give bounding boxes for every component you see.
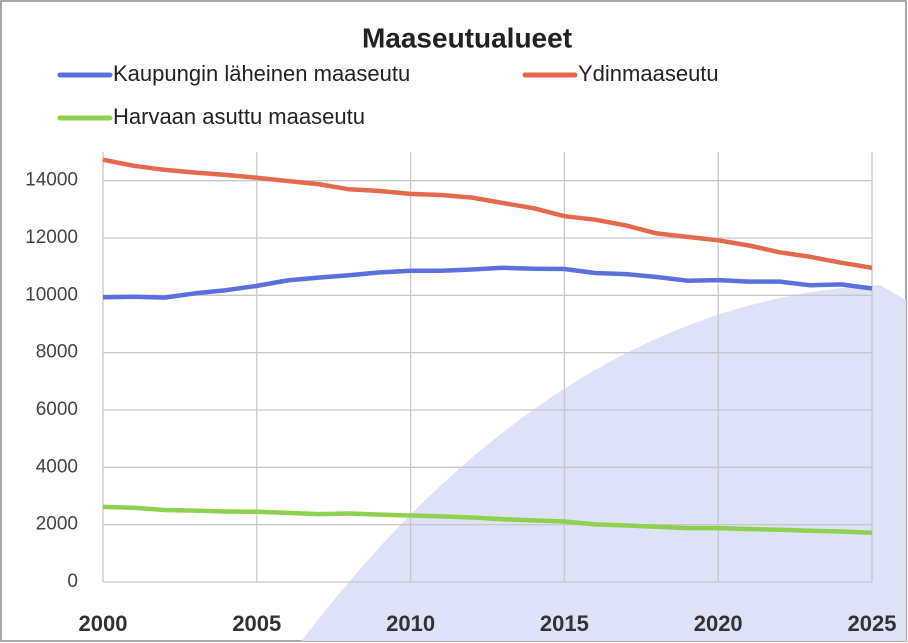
x-tick-label: 2025 (848, 611, 897, 636)
y-tick-label: 10000 (25, 284, 78, 305)
background-shape (300, 285, 906, 643)
x-tick-label: 2010 (386, 611, 435, 636)
legend-label: Harvaan asuttu maaseutu (113, 104, 365, 129)
x-tick-label: 2005 (232, 611, 281, 636)
series-line (102, 504, 873, 535)
series-line (102, 157, 873, 271)
y-tick-label: 6000 (36, 399, 78, 420)
x-tick-label: 2015 (540, 611, 589, 636)
y-tick-label: 8000 (36, 342, 78, 363)
grid (102, 152, 873, 583)
y-tick-label: 12000 (25, 227, 78, 248)
legend-label: Kaupungin läheinen maaseutu (113, 61, 410, 86)
x-tick-label: 2000 (79, 611, 128, 636)
series-line (102, 265, 873, 300)
y-tick-label: 4000 (36, 456, 78, 477)
x-tick-label: 2020 (694, 611, 743, 636)
y-tick-label: 14000 (25, 170, 78, 191)
legend: Kaupungin läheinen maaseutu Ydinmaaseutu H… (57, 61, 719, 129)
chart-title: Maaseutualueet (362, 22, 572, 53)
legend-label: Ydinmaaseutu (578, 61, 719, 86)
y-tick-label: 0 (67, 571, 78, 592)
y-tick-label: 2000 (36, 514, 78, 535)
